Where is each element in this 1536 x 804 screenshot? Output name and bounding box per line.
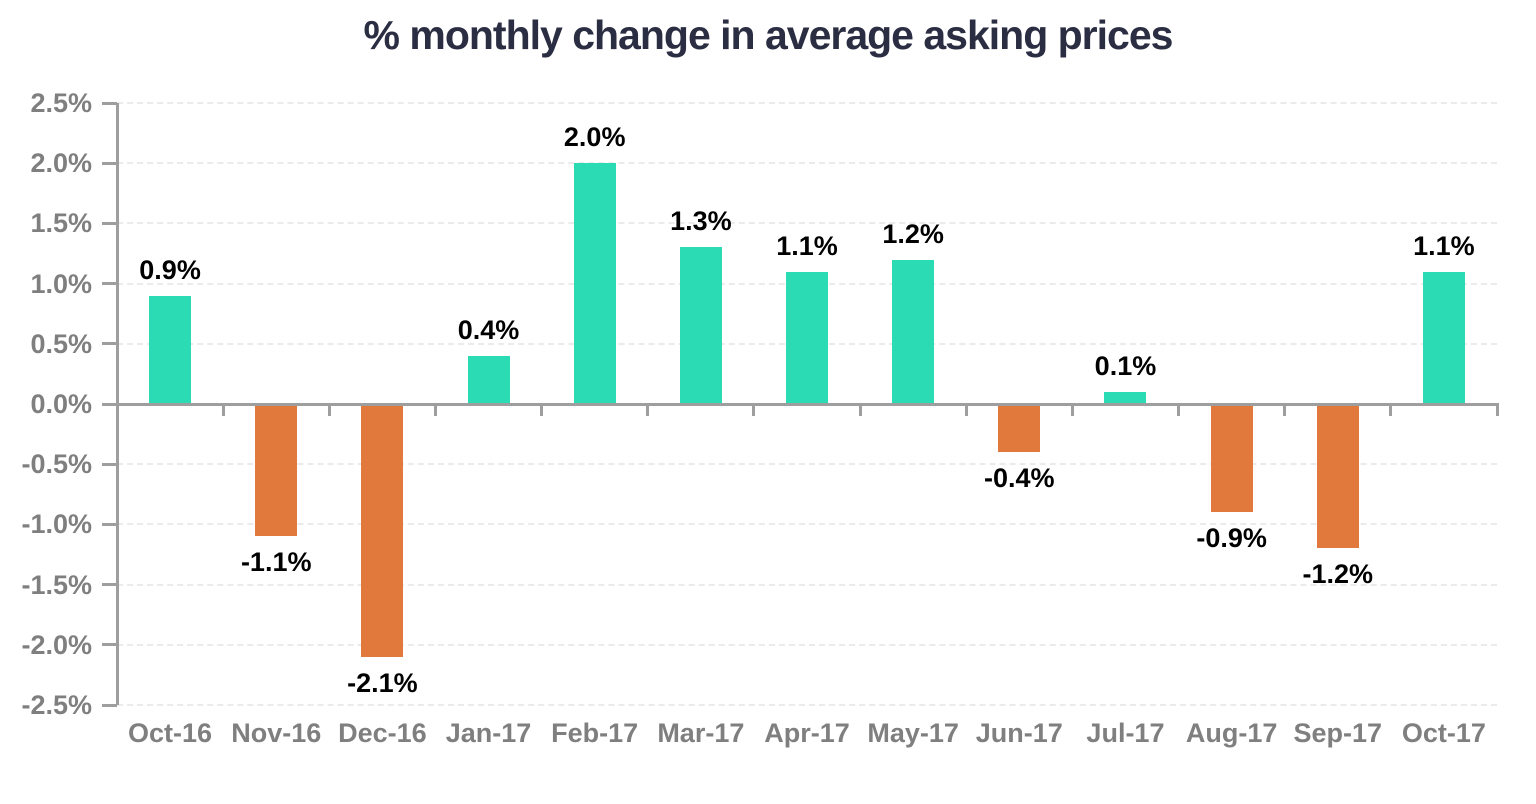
x-tick (1389, 404, 1393, 416)
value-label: -1.2% (1302, 559, 1374, 590)
bar-sep-17 (1316, 404, 1359, 549)
x-tick-label: Jul-17 (1086, 718, 1165, 748)
y-tick-label: 0.0% (30, 389, 92, 419)
y-tick (102, 583, 117, 587)
bar-jan-17 (467, 355, 510, 404)
bar-jul-17 (1104, 391, 1147, 404)
gridline (117, 583, 1497, 586)
value-label: 1.1% (1413, 230, 1475, 261)
gridline (117, 704, 1497, 706)
gridline (117, 162, 1497, 165)
y-tick-label: -2.0% (21, 629, 92, 660)
bar-apr-17 (786, 271, 828, 404)
y-tick (102, 703, 117, 707)
y-tick (102, 522, 117, 526)
value-label: -2.1% (347, 667, 418, 698)
bar-may-17 (892, 259, 935, 404)
y-tick (102, 643, 117, 647)
y-tick-label: -1.0% (21, 509, 92, 540)
x-tick-label: Oct-17 (1401, 718, 1486, 748)
x-tick-label: Apr-17 (764, 718, 850, 748)
gridline (117, 523, 1497, 526)
value-label: 0.1% (1094, 350, 1157, 381)
value-label: -1.1% (240, 547, 312, 578)
y-tick (102, 282, 117, 286)
y-tick-label: 2.5% (30, 88, 92, 118)
gridline (117, 222, 1497, 225)
x-axis-line (115, 402, 1499, 406)
value-label: 2.0% (563, 122, 626, 153)
x-tick (1070, 404, 1074, 416)
value-label: 1.1% (776, 230, 838, 261)
y-tick-label: -1.5% (21, 569, 92, 600)
x-tick-label: Dec-16 (338, 718, 427, 748)
x-tick-label: Jun-17 (975, 718, 1063, 748)
x-tick (964, 404, 968, 416)
x-tick-label: Oct-16 (128, 718, 213, 748)
x-tick-label: Sep-17 (1293, 718, 1383, 748)
y-tick-label: 1.5% (30, 208, 92, 239)
x-tick-label: Mar-17 (657, 718, 745, 748)
gridline (117, 463, 1497, 466)
x-tick (433, 404, 437, 416)
x-tick (646, 404, 650, 416)
x-tick (540, 404, 544, 416)
value-label: 1.3% (670, 206, 732, 237)
y-tick (102, 101, 117, 105)
y-tick (102, 342, 117, 346)
y-tick-label: 2.0% (30, 148, 92, 179)
value-label: 0.9% (139, 254, 201, 285)
x-tick (752, 404, 756, 416)
bar-oct-17 (1422, 271, 1465, 404)
bar-dec-16 (361, 404, 404, 657)
value-label: -0.9% (1196, 523, 1267, 554)
y-tick-label: -2.5% (21, 690, 92, 720)
value-label: -0.4% (984, 463, 1055, 494)
y-tick (102, 462, 117, 466)
y-tick-label: -0.5% (21, 449, 92, 480)
value-label: 0.4% (457, 314, 520, 345)
y-tick-label: 1.0% (30, 268, 92, 299)
bar-jun-17 (998, 404, 1041, 453)
y-tick (102, 161, 117, 165)
bar-oct-16 (149, 295, 192, 404)
x-tick (1283, 404, 1287, 416)
x-tick (858, 404, 862, 416)
y-tick (102, 221, 117, 225)
y-tick (102, 402, 117, 406)
x-tick-label: Jan-17 (445, 718, 532, 748)
y-tick-label: 0.5% (30, 328, 92, 359)
x-tick (221, 404, 225, 416)
bar-aug-17 (1210, 404, 1253, 513)
x-tick-label: Feb-17 (551, 718, 639, 748)
gridline (117, 102, 1497, 104)
chart-title: % monthly change in average asking price… (363, 12, 1174, 58)
x-tick (1495, 404, 1499, 416)
bar-nov-16 (255, 404, 298, 537)
value-label: 1.2% (882, 218, 944, 249)
bar-feb-17 (573, 163, 616, 404)
gridline (117, 643, 1497, 646)
x-tick (327, 404, 331, 416)
x-tick-label: May-17 (867, 718, 959, 748)
x-tick-label: Aug-17 (1185, 718, 1278, 748)
bar-mar-17 (679, 247, 722, 404)
x-tick (1177, 404, 1181, 416)
x-tick-label: Nov-16 (231, 718, 322, 748)
